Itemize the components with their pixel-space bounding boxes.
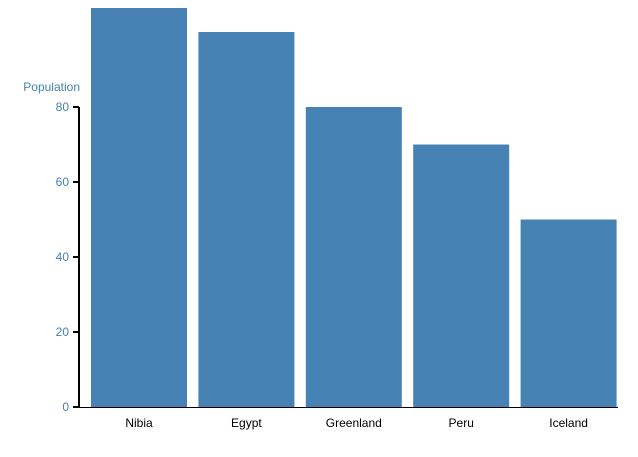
x-tick-label: Egypt — [231, 416, 262, 430]
y-axis-label: Population — [23, 80, 80, 94]
y-tick-label: 40 — [56, 250, 70, 264]
bar-egypt — [198, 32, 295, 407]
y-axis: 0 20 40 60 80 — [56, 100, 80, 414]
y-tick-label: 20 — [56, 325, 70, 339]
bar-peru — [413, 144, 510, 407]
x-tick-label: Peru — [449, 416, 474, 430]
x-axis: Nibia Egypt Greenland Peru Iceland — [79, 407, 618, 430]
bar-greenland — [305, 107, 402, 407]
bar-nibia — [91, 8, 187, 407]
x-tick-label: Iceland — [549, 416, 588, 430]
y-tick-label: 0 — [62, 400, 69, 414]
y-tick-label: 80 — [56, 100, 70, 114]
bar-iceland — [520, 219, 617, 407]
y-tick-label: 60 — [56, 175, 70, 189]
bars-group — [91, 8, 617, 407]
x-tick-label: Nibia — [125, 416, 153, 430]
x-tick-label: Greenland — [326, 416, 382, 430]
